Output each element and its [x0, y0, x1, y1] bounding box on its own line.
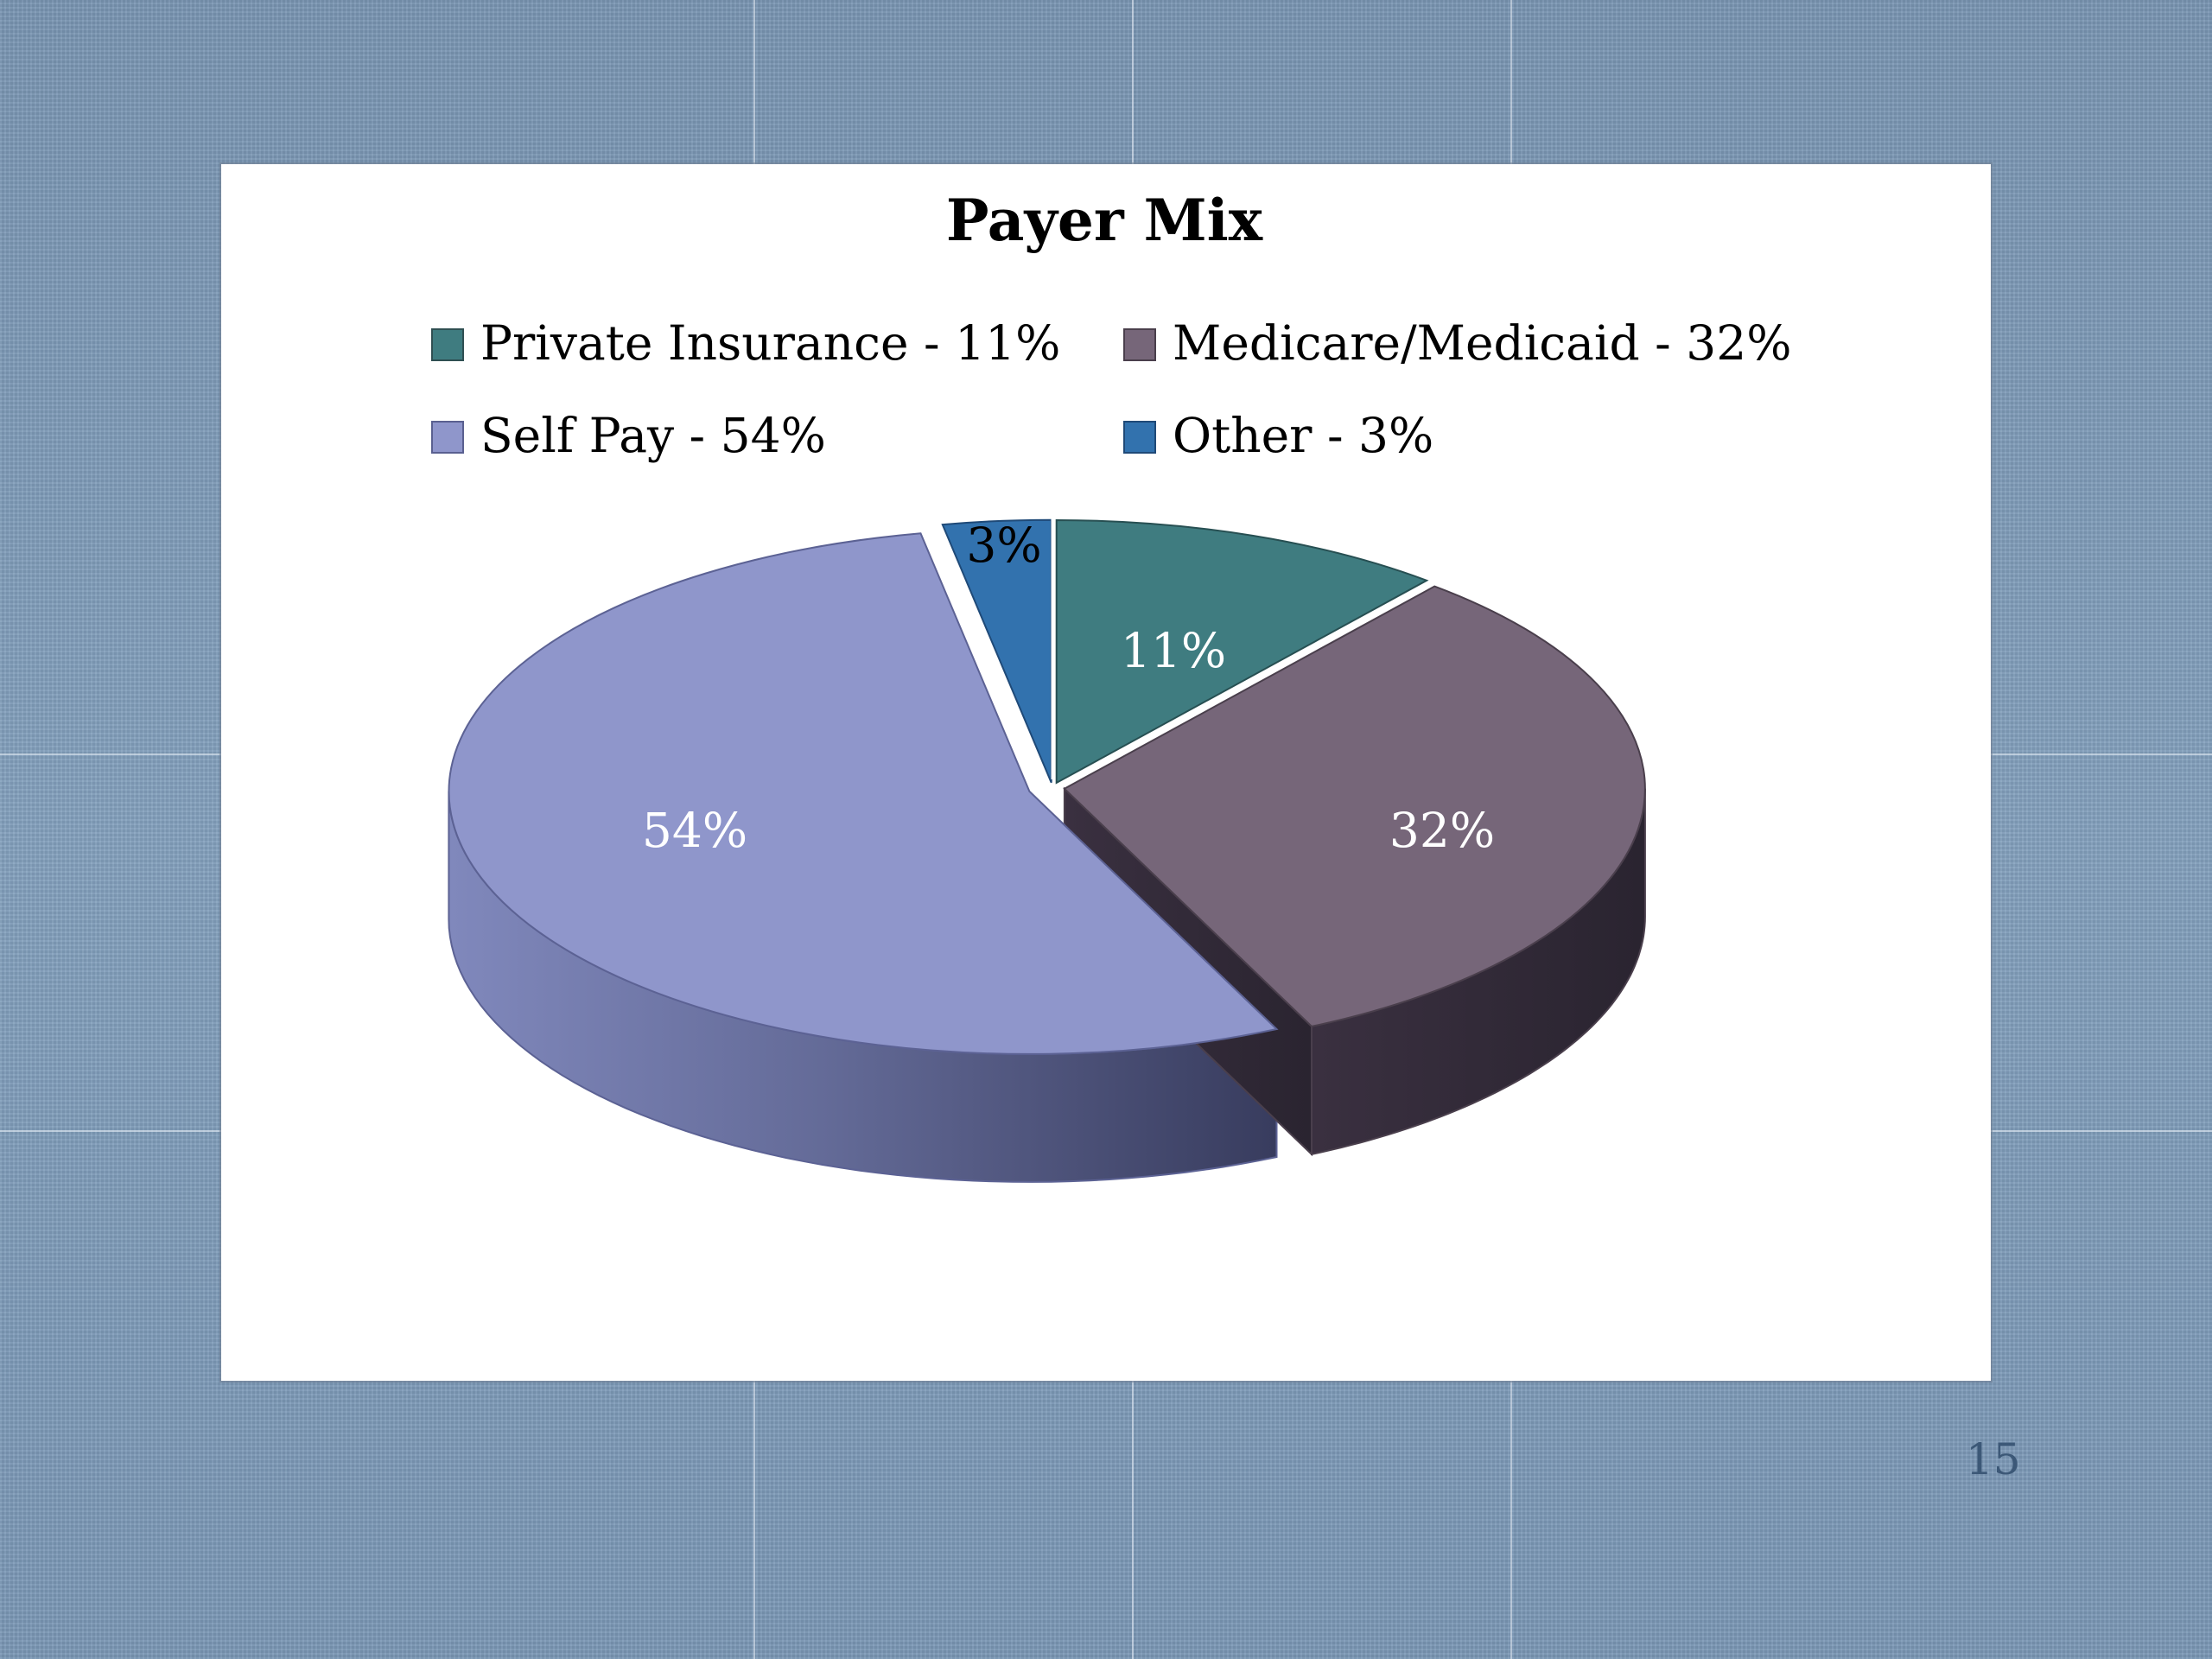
- legend-label: Other - 3%: [1173, 408, 1433, 463]
- pie-chart: Payer Mix Private Insurance - 11% Medica…: [431, 187, 1791, 1183]
- chart-title: Payer Mix: [946, 187, 1263, 254]
- pie-slice-private-insurance: [1055, 518, 1429, 785]
- legend-entry-other: Other - 3%: [1123, 408, 1433, 463]
- pie-slice-self-pay: [448, 532, 1279, 1055]
- legend-label: Self Pay - 54%: [480, 408, 826, 463]
- legend-swatch: [1123, 328, 1156, 361]
- legend-entry-medicare-medicaid: Medicare/Medicaid - 32%: [1123, 315, 1791, 371]
- chart-container: Payer Mix Private Insurance - 11% Medica…: [221, 164, 1991, 1381]
- pie-slices: [448, 518, 1646, 1183]
- legend-entry-self-pay: Self Pay - 54%: [431, 408, 826, 463]
- legend-label: Medicare/Medicaid - 32%: [1173, 315, 1791, 371]
- data-label-self-pay: 54%: [642, 803, 747, 858]
- data-labels: 11% 32% 54% 3%: [642, 518, 1495, 858]
- legend-entry-private-insurance: Private Insurance - 11%: [431, 315, 1060, 371]
- data-label-private-insurance: 11%: [1121, 623, 1226, 678]
- legend-swatch: [431, 421, 464, 454]
- chart-legend: Private Insurance - 11% Medicare/Medicai…: [431, 315, 1791, 463]
- pie-slice-medicare-medicaid: [1063, 585, 1646, 1027]
- slide-number: 15: [1966, 1434, 2021, 1484]
- legend-swatch: [431, 328, 464, 361]
- legend-label: Private Insurance - 11%: [480, 315, 1060, 371]
- legend-swatch: [1123, 421, 1156, 454]
- data-label-medicare-medicaid: 32%: [1389, 803, 1495, 858]
- data-label-other: 3%: [966, 518, 1041, 573]
